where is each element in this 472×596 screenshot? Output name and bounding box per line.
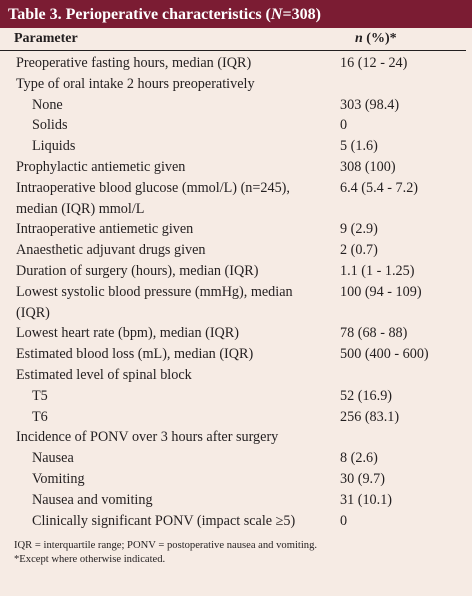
header-cell: Parameter <box>14 31 78 46</box>
row-label: Lowest heart rate (bpm), median (IQR) <box>16 325 239 342</box>
row-label: Solids <box>32 117 68 134</box>
table-row: Vomiting 30 (9.7) <box>0 469 472 490</box>
row-label: Nausea and vomiting <box>32 491 153 508</box>
row-value: 31 (10.1) <box>340 491 393 508</box>
table-body: Preoperative fasting hours, median (IQR)… <box>0 51 472 531</box>
row-value: 500 (400 - 600) <box>340 346 429 363</box>
row-value: 52 (16.9) <box>340 387 393 404</box>
table-row: T5 52 (16.9) <box>0 386 472 407</box>
row-label: Intraoperative blood glucose (mmol/L) (n… <box>16 179 290 217</box>
row-value: 6.4 (5.4 - 7.2) <box>340 179 419 196</box>
row-value: 30 (9.7) <box>340 470 385 487</box>
row-label: Duration of surgery (hours), median (IQR… <box>16 262 259 279</box>
footnote: *Except where otherwise indicated. <box>14 554 166 566</box>
table-row: Preoperative fasting hours, median (IQR)… <box>0 53 472 74</box>
table-row: Lowest systolic blood pressure (mmHg), m… <box>0 282 472 324</box>
footnotes: IQR = interquartile range; PONV = postop… <box>0 539 472 567</box>
row-label: Intraoperative antiemetic given <box>16 221 194 238</box>
row-value: 9 (2.9) <box>340 221 378 238</box>
title-text: =308) <box>282 6 321 23</box>
row-label: None <box>32 96 63 113</box>
row-value: 100 (94 - 109) <box>340 283 422 300</box>
row-label: Type of oral intake 2 hours preoperative… <box>16 75 255 92</box>
title-italic: N <box>270 6 283 23</box>
table-row: Intraoperative antiemetic given 9 (2.9) <box>0 219 472 240</box>
table-title: Table 3. Perioperative characteristics (… <box>0 0 472 28</box>
table-row: Solids 0 <box>0 115 472 136</box>
table-row: Lowest heart rate (bpm), median (IQR) 78 … <box>0 323 472 344</box>
row-value: 0 <box>340 117 348 134</box>
table-row: Anaesthetic adjuvant drugs given 2 (0.7) <box>0 240 472 261</box>
row-label: Estimated level of spinal block <box>16 366 192 383</box>
table-row: Clinically significant PONV (impact scal… <box>0 511 472 532</box>
row-label: T6 <box>32 408 48 425</box>
table-row: Type of oral intake 2 hours preoperative… <box>0 74 472 95</box>
table-row: Duration of surgery (hours), median (IQR… <box>0 261 472 282</box>
row-value: 16 (12 - 24) <box>340 55 408 71</box>
table-row: Nausea 8 (2.6) <box>0 448 472 469</box>
table-row: Liquids 5 (1.6) <box>0 136 472 157</box>
table-header: Parameter n (%)* <box>0 28 466 51</box>
row-value: 78 (68 - 88) <box>340 325 408 342</box>
row-label: Preoperative fasting hours, median (IQR) <box>16 55 252 71</box>
row-value: 303 (98.4) <box>340 96 400 113</box>
table-row: Estimated blood loss (mL), median (IQR) 5… <box>0 344 472 365</box>
row-value: 0 <box>340 512 348 529</box>
table-row: Estimated level of spinal block <box>0 365 472 386</box>
row-label: T5 <box>32 387 48 404</box>
row-label: Vomiting <box>32 470 85 487</box>
table-row: Intraoperative blood glucose (mmol/L) (n… <box>0 178 472 220</box>
table-row: Prophylactic antiemetic given 308 (100) <box>0 157 472 178</box>
row-label: Nausea <box>32 450 74 467</box>
row-label: Clinically significant PONV (impact scal… <box>32 512 296 529</box>
header-italic: n <box>355 31 363 46</box>
table-row: Nausea and vomiting 31 (10.1) <box>0 490 472 511</box>
row-value: 5 (1.6) <box>340 138 378 155</box>
footnote: IQR = interquartile range; PONV = postop… <box>14 540 318 552</box>
row-label: Lowest systolic blood pressure (mmHg), m… <box>16 283 293 321</box>
row-value: 1.1 (1 - 1.25) <box>340 262 415 279</box>
row-label: Anaesthetic adjuvant drugs given <box>16 242 206 259</box>
header-text: (%)* <box>362 31 397 46</box>
row-value: 256 (83.1) <box>340 408 400 425</box>
row-label: Liquids <box>32 138 76 155</box>
table-row: T6 256 (83.1) <box>0 407 472 428</box>
title-text: Table 3. Perioperative characteristics ( <box>8 6 271 23</box>
table-row: None 303 (98.4) <box>0 95 472 116</box>
header-cell: n (%)* <box>355 28 397 50</box>
row-label: Estimated blood loss (mL), median (IQR) <box>16 346 254 363</box>
row-value: 8 (2.6) <box>340 450 378 467</box>
row-label: Incidence of PONV over 3 hours after sur… <box>16 429 279 446</box>
row-value: 308 (100) <box>340 158 396 175</box>
row-label: Prophylactic antiemetic given <box>16 158 186 175</box>
table-row: Incidence of PONV over 3 hours after sur… <box>0 427 472 448</box>
row-value: 2 (0.7) <box>340 242 378 259</box>
